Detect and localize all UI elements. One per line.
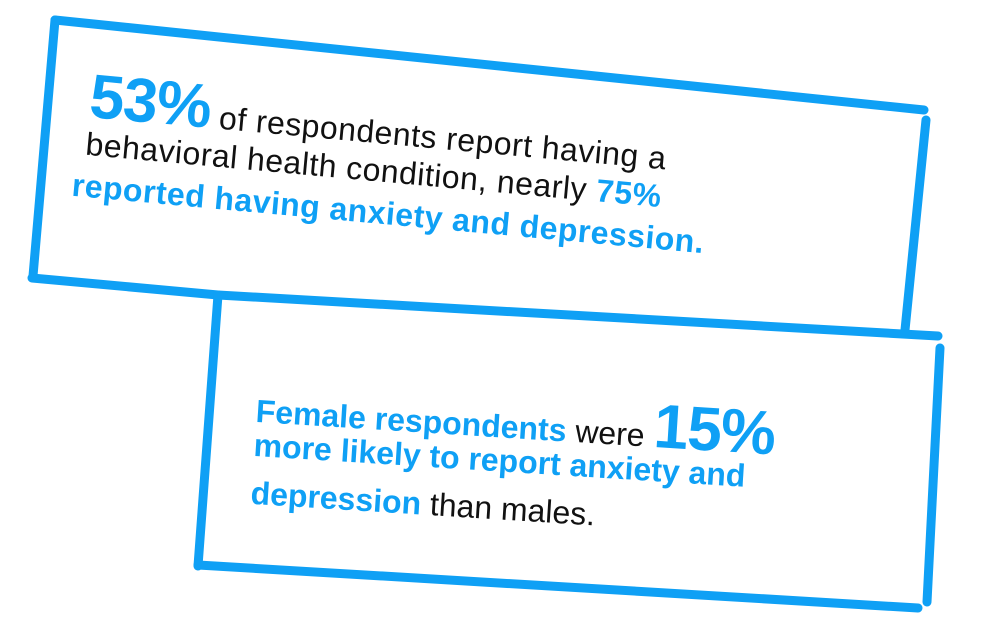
stat-75-percent: 75% [594,172,664,215]
card1-top-border [50,15,929,115]
card2-text-than-males: than males. [420,485,597,533]
card1-bottom-border [27,273,223,300]
card2-right-border [922,343,945,607]
card2-highlight-depression: depression [249,474,423,522]
card1-left-border [28,15,60,281]
card1-right-border [900,115,931,335]
card2-top-border [213,290,943,341]
card2-left-border [193,290,223,571]
card2-bottom-border [193,560,923,613]
